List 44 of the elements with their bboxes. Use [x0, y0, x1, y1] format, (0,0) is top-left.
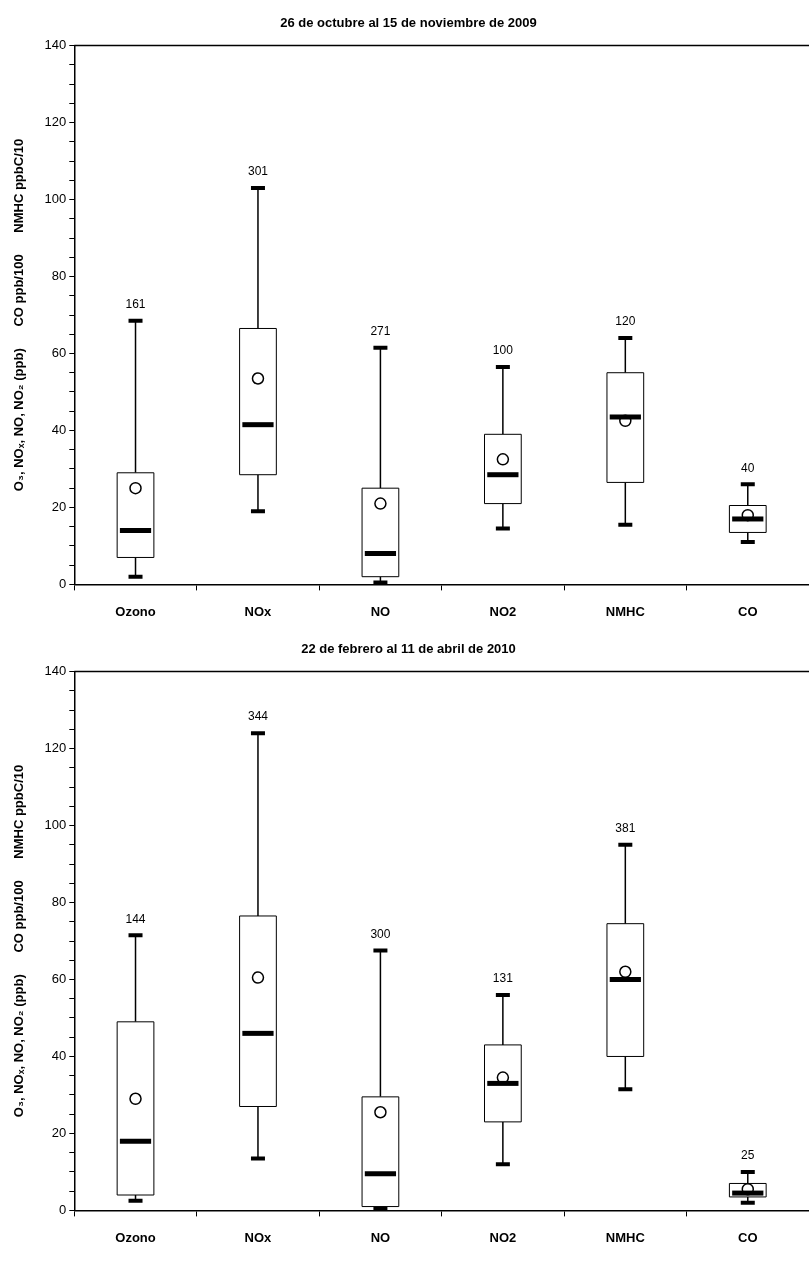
- annotation: 100: [492, 343, 514, 358]
- x-tick-label: NO: [370, 603, 391, 619]
- y-tick-label: 140: [44, 663, 67, 679]
- y-axis-title: O₃, NOₓ, NO, NO₂ (ppb) CO ppb/100 NMHC ppbC/10: [11, 138, 27, 492]
- annotation: 40: [741, 460, 755, 475]
- y-tick-label: 60: [51, 971, 67, 987]
- annotation: 161: [125, 297, 146, 312]
- annotation: 381: [615, 821, 636, 836]
- y-tick-label: 20: [51, 499, 67, 515]
- x-tick-label: NO: [370, 1229, 391, 1245]
- x-tick-label: Ozono: [115, 1229, 156, 1245]
- y-tick-label: 20: [51, 1125, 67, 1141]
- x-tick-label: NOx: [244, 1229, 273, 1245]
- y-axis-title: O₃, NOₓ, NO, NO₂ (ppb) CO ppb/100 NMHC ppbC/10: [11, 764, 27, 1118]
- y-tick-label: 40: [51, 1048, 67, 1064]
- annotation: 120: [615, 314, 636, 329]
- y-tick-label: 60: [51, 345, 67, 361]
- x-tick-label: NMHC: [605, 603, 646, 619]
- y-tick-label: 0: [59, 1201, 67, 1217]
- annotation: 131: [492, 971, 514, 986]
- y-tick-label: 140: [44, 37, 67, 53]
- x-tick-label: NO2: [489, 1229, 517, 1245]
- y-tick-label: 120: [44, 740, 67, 756]
- x-tick-label: CO: [738, 1229, 758, 1245]
- annotation: 344: [247, 709, 269, 724]
- chart-title: 26 de octubre al 15 de noviembre de 2009: [280, 15, 537, 31]
- annotation: 25: [741, 1148, 755, 1163]
- y-tick-label: 80: [51, 268, 67, 284]
- y-tick-label: 0: [59, 575, 67, 591]
- annotation: 144: [125, 911, 146, 926]
- y-tick-label: 120: [44, 114, 67, 130]
- y-tick-label: 40: [51, 422, 67, 438]
- x-tick-label: NOx: [244, 603, 273, 619]
- x-tick-label: Ozono: [115, 603, 156, 619]
- x-tick-label: NMHC: [605, 1229, 646, 1245]
- x-tick-label: CO: [738, 603, 758, 619]
- annotation: 300: [370, 926, 391, 941]
- annotation: 271: [370, 324, 391, 339]
- y-tick-label: 80: [51, 894, 67, 910]
- y-tick-label: 100: [44, 817, 67, 833]
- annotation: 301: [247, 164, 269, 179]
- y-tick-label: 100: [44, 191, 67, 207]
- chart-title: 22 de febrero al 11 de abril de 2010: [301, 641, 516, 657]
- x-tick-label: NO2: [489, 603, 517, 619]
